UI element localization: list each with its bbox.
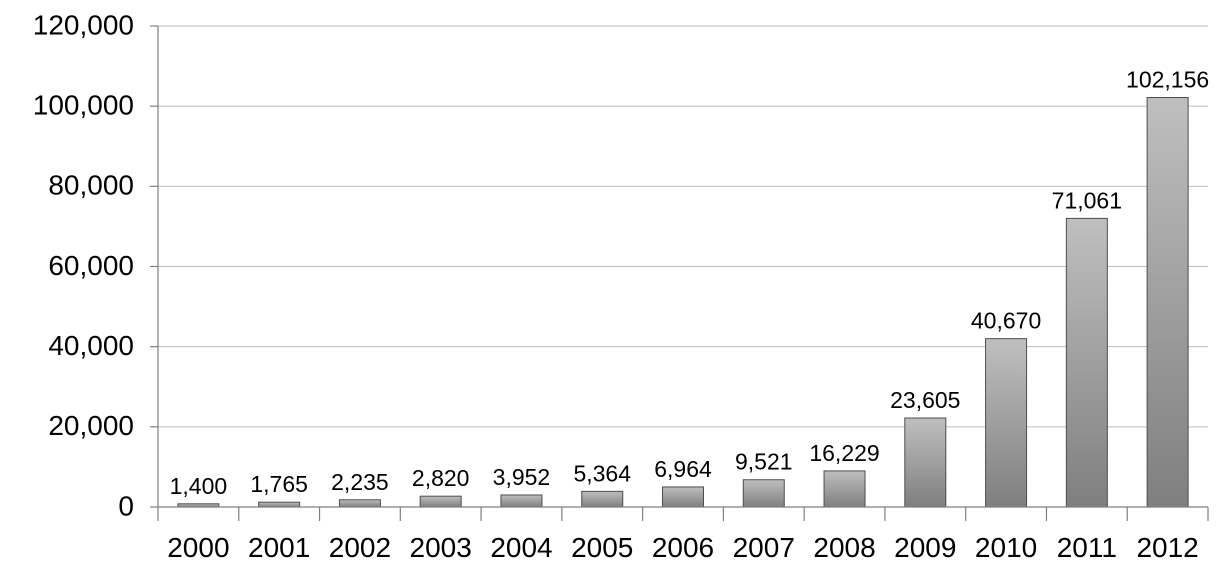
y-tick-label: 80,000 xyxy=(48,170,134,201)
y-tick-label: 0 xyxy=(118,490,134,521)
data-label-2012: 102,156 xyxy=(1126,67,1209,93)
x-tick-label-2001: 2001 xyxy=(248,532,310,563)
y-tick-label: 20,000 xyxy=(48,410,134,441)
labels: 0 20,000 40,000 60,000 80,000 100,000 120,000 1… xyxy=(33,9,1209,563)
bar-2006 xyxy=(662,486,704,508)
data-label-2004: 3,952 xyxy=(493,464,551,490)
y-tick-label: 40,000 xyxy=(48,330,134,361)
data-label-2000: 1,400 xyxy=(170,473,228,499)
bar-2011 xyxy=(1065,217,1108,508)
x-tick-label-2004: 2004 xyxy=(490,532,552,563)
x-tick-label-2008: 2008 xyxy=(813,532,875,563)
data-label-2003: 2,820 xyxy=(412,465,470,491)
bar-2009 xyxy=(904,417,947,508)
x-tick-label-2011: 2011 xyxy=(1057,532,1117,563)
data-label-2001: 1,765 xyxy=(250,471,308,497)
bar-2008 xyxy=(823,470,866,508)
data-label-2005: 5,364 xyxy=(573,460,631,486)
data-label-2002: 2,235 xyxy=(331,469,389,495)
x-tick-label-2000: 2000 xyxy=(167,532,229,563)
axes xyxy=(150,25,1209,521)
bar-2002 xyxy=(338,499,381,508)
x-tick-label-2010: 2010 xyxy=(975,532,1037,563)
data-label-2009: 23,605 xyxy=(890,387,960,413)
bar-2005 xyxy=(581,490,624,508)
grid-lines xyxy=(158,25,1208,428)
x-tick-label-2007: 2007 xyxy=(733,532,795,563)
x-tick-label-2005: 2005 xyxy=(571,532,633,563)
y-tick-label: 100,000 xyxy=(33,90,134,121)
bar-2012 xyxy=(1146,97,1189,508)
bar-2003 xyxy=(419,495,462,508)
data-label-2011: 71,061 xyxy=(1052,187,1122,213)
bar-2010 xyxy=(985,338,1028,508)
x-tick-label-2006: 2006 xyxy=(652,532,714,563)
bars xyxy=(177,97,1189,508)
x-tick-label-2012: 2012 xyxy=(1136,532,1198,563)
data-label-2008: 16,229 xyxy=(809,440,879,466)
bar-2004 xyxy=(500,494,543,508)
x-tick-label-2009: 2009 xyxy=(894,532,956,563)
y-tick-label: 60,000 xyxy=(48,250,134,281)
data-label-2010: 40,670 xyxy=(971,308,1041,334)
x-tick-label-2002: 2002 xyxy=(329,532,391,563)
data-label-2007: 9,521 xyxy=(735,449,793,475)
bar-2001 xyxy=(258,501,301,508)
data-label-2006: 6,964 xyxy=(654,456,712,482)
bar-2007 xyxy=(742,479,785,508)
y-tick-label: 120,000 xyxy=(33,9,134,40)
x-tick-label-2003: 2003 xyxy=(410,532,472,563)
